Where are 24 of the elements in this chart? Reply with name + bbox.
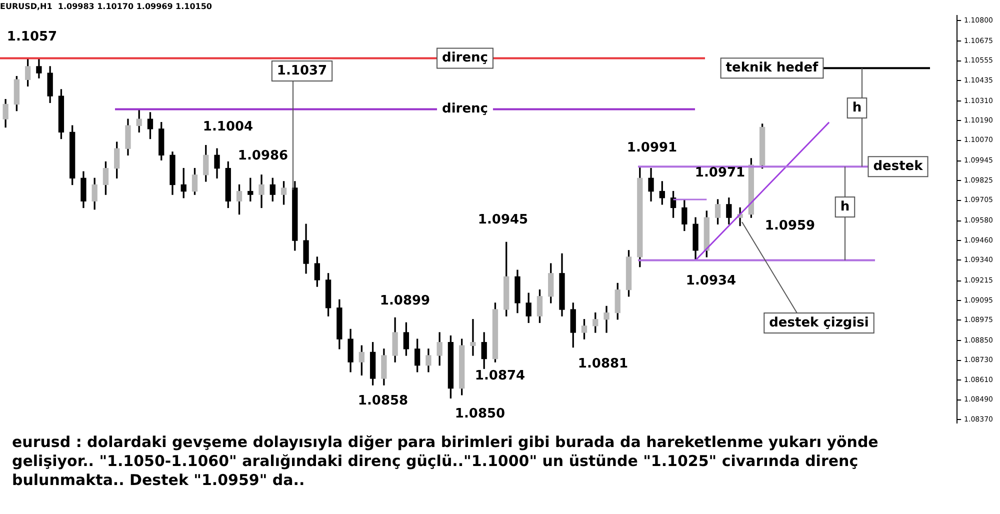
- chart-title: EURUSD,H1 1.09983 1.10170 1.09969 1.10150: [0, 2, 212, 11]
- annotation: 1.0874: [474, 368, 526, 384]
- annotation: 1.0850: [454, 406, 506, 422]
- text: eurusd : dolardaki gevşeme dolayısıyla diğer para birimleri gibi burada da hareketlenme yukarı yönde gelişiyor.. "1.1050-1.1060" aralığındaki direnç güçlü.."1.1000" un üstünde "1.1025" civarında direnç bulunmakta.. Destek "1.0959" da..: [12, 433, 880, 490]
- annotation: h: [852, 100, 862, 116]
- annotation: 1.0858: [358, 393, 408, 408]
- annotation: 1.0991: [626, 140, 678, 156]
- ref-line-label: teknik hedef: [726, 60, 819, 76]
- ref-line-label: destek: [873, 159, 924, 174]
- annotation: 1.0881: [578, 356, 628, 372]
- annotation: 1.0959: [764, 218, 816, 234]
- annotation: destek çizgisi: [769, 315, 869, 330]
- annotation: 1.0971: [694, 165, 746, 180]
- annotation: 1.0934: [686, 273, 736, 288]
- annotation: h: [840, 199, 850, 214]
- annotation: 1.0945: [478, 212, 528, 228]
- ref-line-label: direnç: [442, 50, 488, 66]
- annotation: 1.0986: [238, 148, 288, 164]
- annotation: 1.1057: [6, 29, 58, 44]
- annotation: 1.1037: [276, 63, 328, 78]
- ref-line-label: direnç: [442, 102, 488, 117]
- candlestick: [470, 319, 476, 356]
- annotation: 1.1004: [202, 119, 254, 134]
- annotation: 1.0899: [380, 293, 430, 308]
